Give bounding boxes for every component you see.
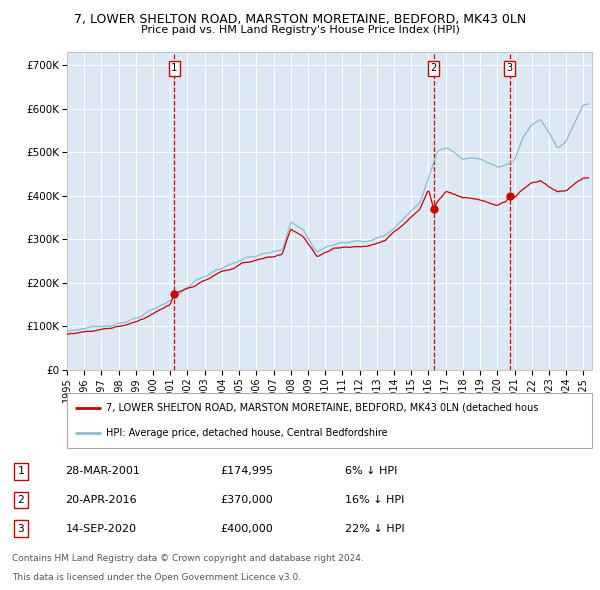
Text: 14-SEP-2020: 14-SEP-2020 (65, 524, 136, 534)
Text: Contains HM Land Registry data © Crown copyright and database right 2024.: Contains HM Land Registry data © Crown c… (12, 554, 364, 563)
Text: 2: 2 (17, 495, 24, 505)
Text: This data is licensed under the Open Government Licence v3.0.: This data is licensed under the Open Gov… (12, 573, 301, 582)
Text: Price paid vs. HM Land Registry's House Price Index (HPI): Price paid vs. HM Land Registry's House … (140, 25, 460, 35)
FancyBboxPatch shape (67, 393, 592, 448)
Text: 3: 3 (17, 524, 24, 534)
Text: HPI: Average price, detached house, Central Bedfordshire: HPI: Average price, detached house, Cent… (106, 428, 388, 438)
Text: £174,995: £174,995 (220, 466, 273, 476)
Text: £400,000: £400,000 (220, 524, 272, 534)
Text: 1: 1 (171, 63, 178, 73)
Text: 2: 2 (431, 63, 437, 73)
Text: 20-APR-2016: 20-APR-2016 (65, 495, 137, 505)
Text: 16% ↓ HPI: 16% ↓ HPI (344, 495, 404, 505)
Text: 7, LOWER SHELTON ROAD, MARSTON MORETAINE, BEDFORD, MK43 0LN (detached hous: 7, LOWER SHELTON ROAD, MARSTON MORETAINE… (106, 403, 539, 413)
Text: 28-MAR-2001: 28-MAR-2001 (65, 466, 140, 476)
Text: 7, LOWER SHELTON ROAD, MARSTON MORETAINE, BEDFORD, MK43 0LN: 7, LOWER SHELTON ROAD, MARSTON MORETAINE… (74, 13, 526, 26)
Text: £370,000: £370,000 (220, 495, 272, 505)
Text: 1: 1 (17, 466, 24, 476)
Text: 22% ↓ HPI: 22% ↓ HPI (344, 524, 404, 534)
Text: 3: 3 (506, 63, 512, 73)
Text: 6% ↓ HPI: 6% ↓ HPI (344, 466, 397, 476)
